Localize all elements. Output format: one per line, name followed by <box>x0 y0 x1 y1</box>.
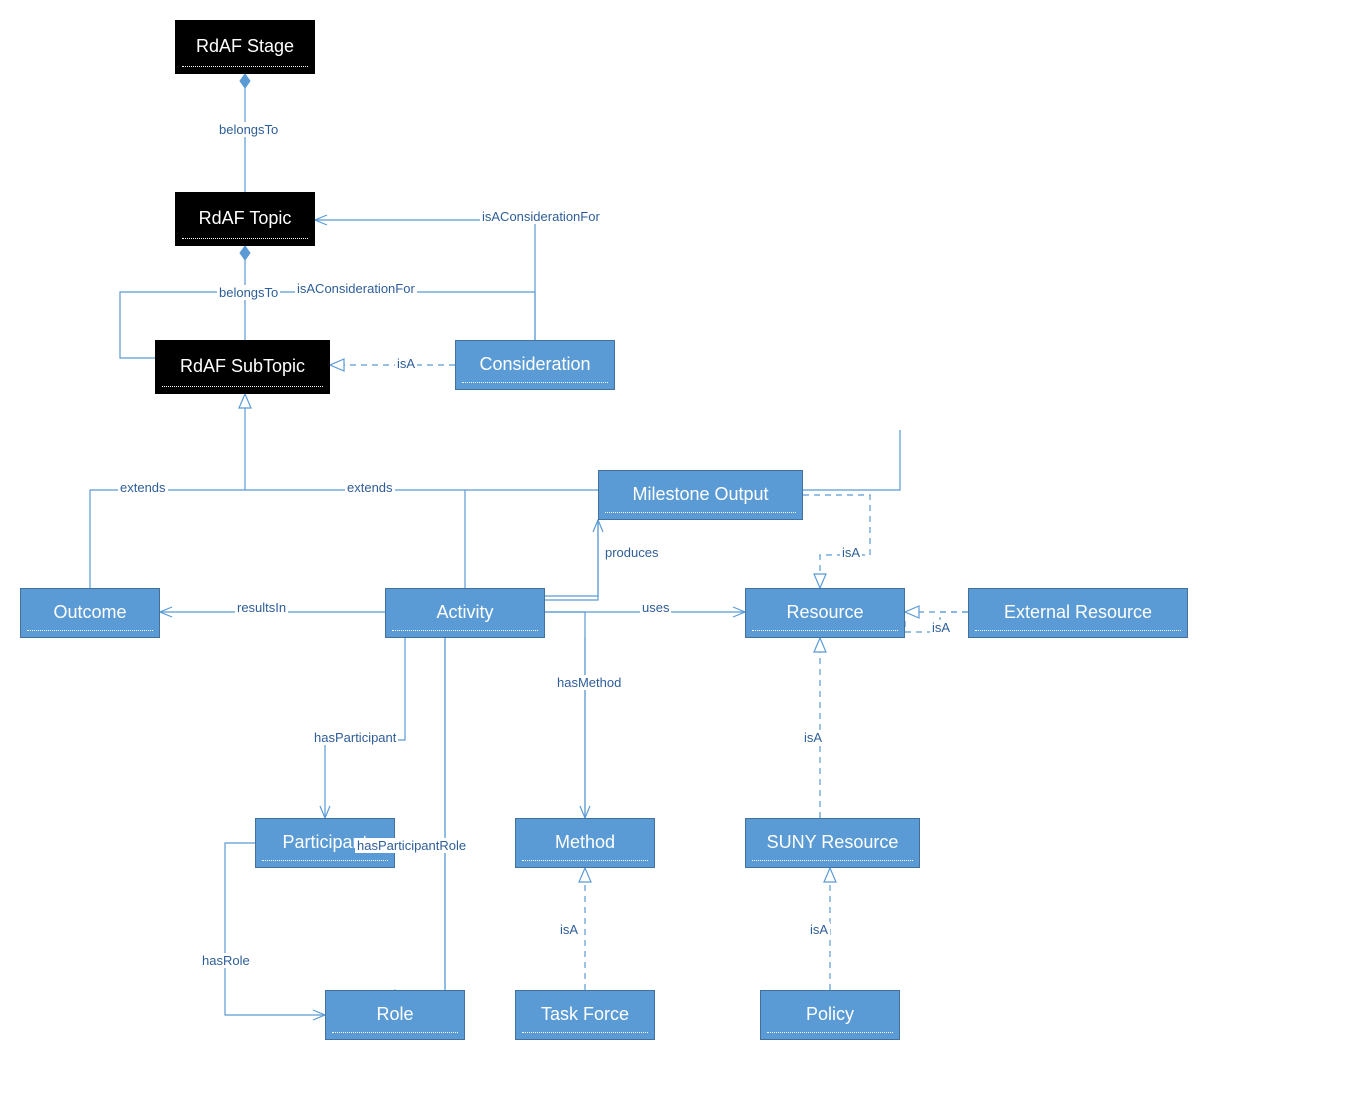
node-label: Role <box>376 1004 413 1026</box>
edge-label-isA-taskforce: isA <box>558 922 580 937</box>
edge-activity-participant <box>325 638 405 818</box>
node-underline <box>392 630 538 631</box>
diagram-canvas: RdAF Stage RdAF Topic RdAF SubTopic Cons… <box>0 0 1371 1119</box>
node-underline <box>752 860 913 861</box>
edge-cons-topic <box>315 220 535 340</box>
node-rdaf-subtopic: RdAF SubTopic <box>155 340 330 394</box>
edge-extends-activity <box>245 490 465 588</box>
edge-milestone-isA-resource <box>803 495 870 588</box>
node-label: Activity <box>436 602 493 624</box>
node-underline <box>605 512 796 513</box>
node-label: Method <box>555 832 615 854</box>
edge-label-hasParticipant: hasParticipant <box>312 730 398 745</box>
node-underline <box>522 1032 648 1033</box>
edge-activity-method <box>545 612 585 818</box>
node-label: SUNY Resource <box>767 832 899 854</box>
edge-activity-role <box>445 638 465 1015</box>
node-label: External Resource <box>1004 602 1152 624</box>
node-label: RdAF Stage <box>196 36 294 58</box>
node-role: Role <box>325 990 465 1040</box>
node-underline <box>462 382 608 383</box>
edge-label-resultsIn: resultsIn <box>235 600 288 615</box>
node-policy: Policy <box>760 990 900 1040</box>
edge-label-extends-left: extends <box>118 480 168 495</box>
node-underline <box>332 1032 458 1033</box>
node-consideration: Consideration <box>455 340 615 390</box>
node-label: RdAF Topic <box>199 208 292 230</box>
edge-label-hasParticipantRole: hasParticipantRole <box>355 838 468 853</box>
edge-activity-milestone <box>545 520 598 600</box>
node-method: Method <box>515 818 655 868</box>
edge-label-isA-milestone-resource: isA <box>840 545 862 560</box>
node-underline <box>27 630 153 631</box>
node-label: Consideration <box>479 354 590 376</box>
node-resource: Resource <box>745 588 905 638</box>
edge-label-isA-suny: isA <box>808 922 830 937</box>
node-outcome: Outcome <box>20 588 160 638</box>
edge-label-uses: uses <box>640 600 671 615</box>
edge-label-isA-consideration: isA <box>395 356 417 371</box>
node-rdaf-topic: RdAF Topic <box>175 192 315 246</box>
node-external-resource: External Resource <box>968 588 1188 638</box>
edge-label-belongsTo-1: belongsTo <box>217 122 280 137</box>
node-underline <box>752 630 898 631</box>
edge-label-isAConsiderationFor-mid: isAConsiderationFor <box>295 281 417 296</box>
node-label: Task Force <box>541 1004 629 1026</box>
node-activity: Activity <box>385 588 545 638</box>
node-underline <box>975 630 1181 631</box>
node-underline <box>182 66 308 67</box>
edge-label-isA-policy-suny: isA <box>802 730 824 745</box>
node-underline <box>162 386 323 387</box>
edge-label-isA-external: isA <box>930 620 952 635</box>
node-milestone-output: Milestone Output <box>598 470 803 520</box>
node-label: RdAF SubTopic <box>180 356 305 378</box>
edge-label-belongsTo-2: belongsTo <box>217 285 280 300</box>
edge-activity-milestone2 <box>545 520 598 596</box>
node-underline <box>182 238 308 239</box>
edges-layer <box>0 0 1371 1119</box>
edge-extends-outcome <box>90 490 245 588</box>
node-label: Milestone Output <box>632 484 768 506</box>
edge-label-isAConsiderationFor-top: isAConsiderationFor <box>480 209 602 224</box>
node-underline <box>767 1032 893 1033</box>
node-task-force: Task Force <box>515 990 655 1040</box>
edge-label-produces: produces <box>603 545 660 560</box>
edge-label-hasMethod: hasMethod <box>555 675 623 690</box>
node-underline <box>262 860 388 861</box>
node-rdaf-stage: RdAF Stage <box>175 20 315 74</box>
node-label: Policy <box>806 1004 854 1026</box>
node-label: Resource <box>786 602 863 624</box>
node-suny-resource: SUNY Resource <box>745 818 920 868</box>
edge-label-hasRole: hasRole <box>200 953 252 968</box>
node-underline <box>522 860 648 861</box>
node-label: Outcome <box>53 602 126 624</box>
edge-label-extends-right: extends <box>345 480 395 495</box>
edge-activity-role2 <box>395 638 445 1010</box>
edge-participant-role <box>225 843 325 1015</box>
